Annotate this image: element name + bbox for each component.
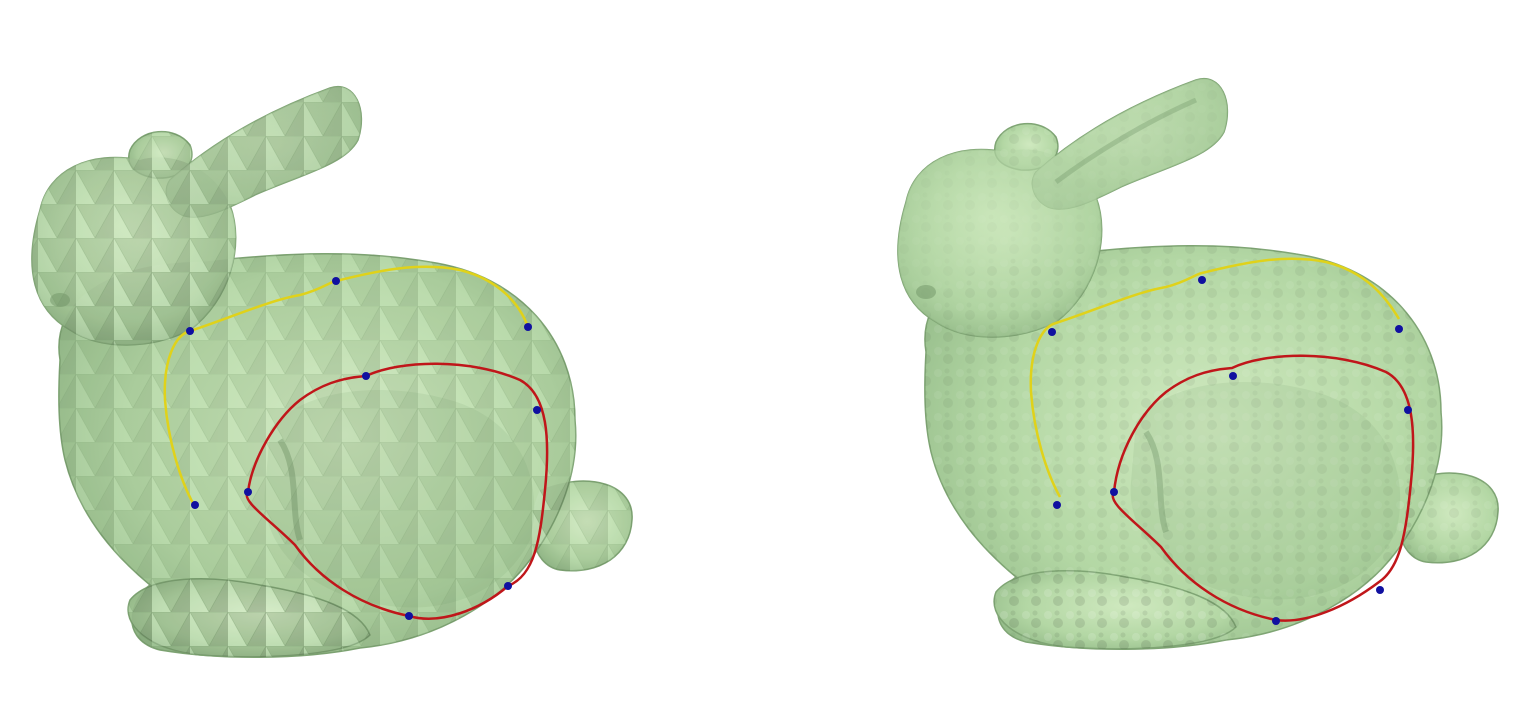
smooth-bunny-mesh — [897, 77, 1499, 651]
control-point — [504, 582, 512, 590]
control-point — [1229, 372, 1237, 380]
control-point — [533, 406, 541, 414]
closed-loop-left — [245, 362, 549, 620]
closed-loop-right — [1111, 354, 1415, 622]
control-point — [1272, 617, 1280, 625]
smooth-bunny-panel — [897, 77, 1499, 651]
control-point — [1395, 325, 1403, 333]
control-point — [1198, 276, 1206, 284]
control-point — [405, 612, 413, 620]
faceted-bunny-panel — [31, 85, 633, 659]
open-curve-left — [163, 265, 530, 506]
control-point — [1110, 488, 1118, 496]
control-point — [1053, 501, 1061, 509]
control-point — [524, 323, 532, 331]
control-point — [1376, 586, 1384, 594]
control-point — [332, 277, 340, 285]
control-point — [191, 501, 199, 509]
control-point — [244, 488, 252, 496]
open-curve-right — [1029, 257, 1401, 498]
control-point — [1048, 328, 1056, 336]
control-point — [362, 372, 370, 380]
control-point — [186, 327, 194, 335]
control-point — [1404, 406, 1412, 414]
faceted-bunny-mesh — [31, 85, 633, 659]
